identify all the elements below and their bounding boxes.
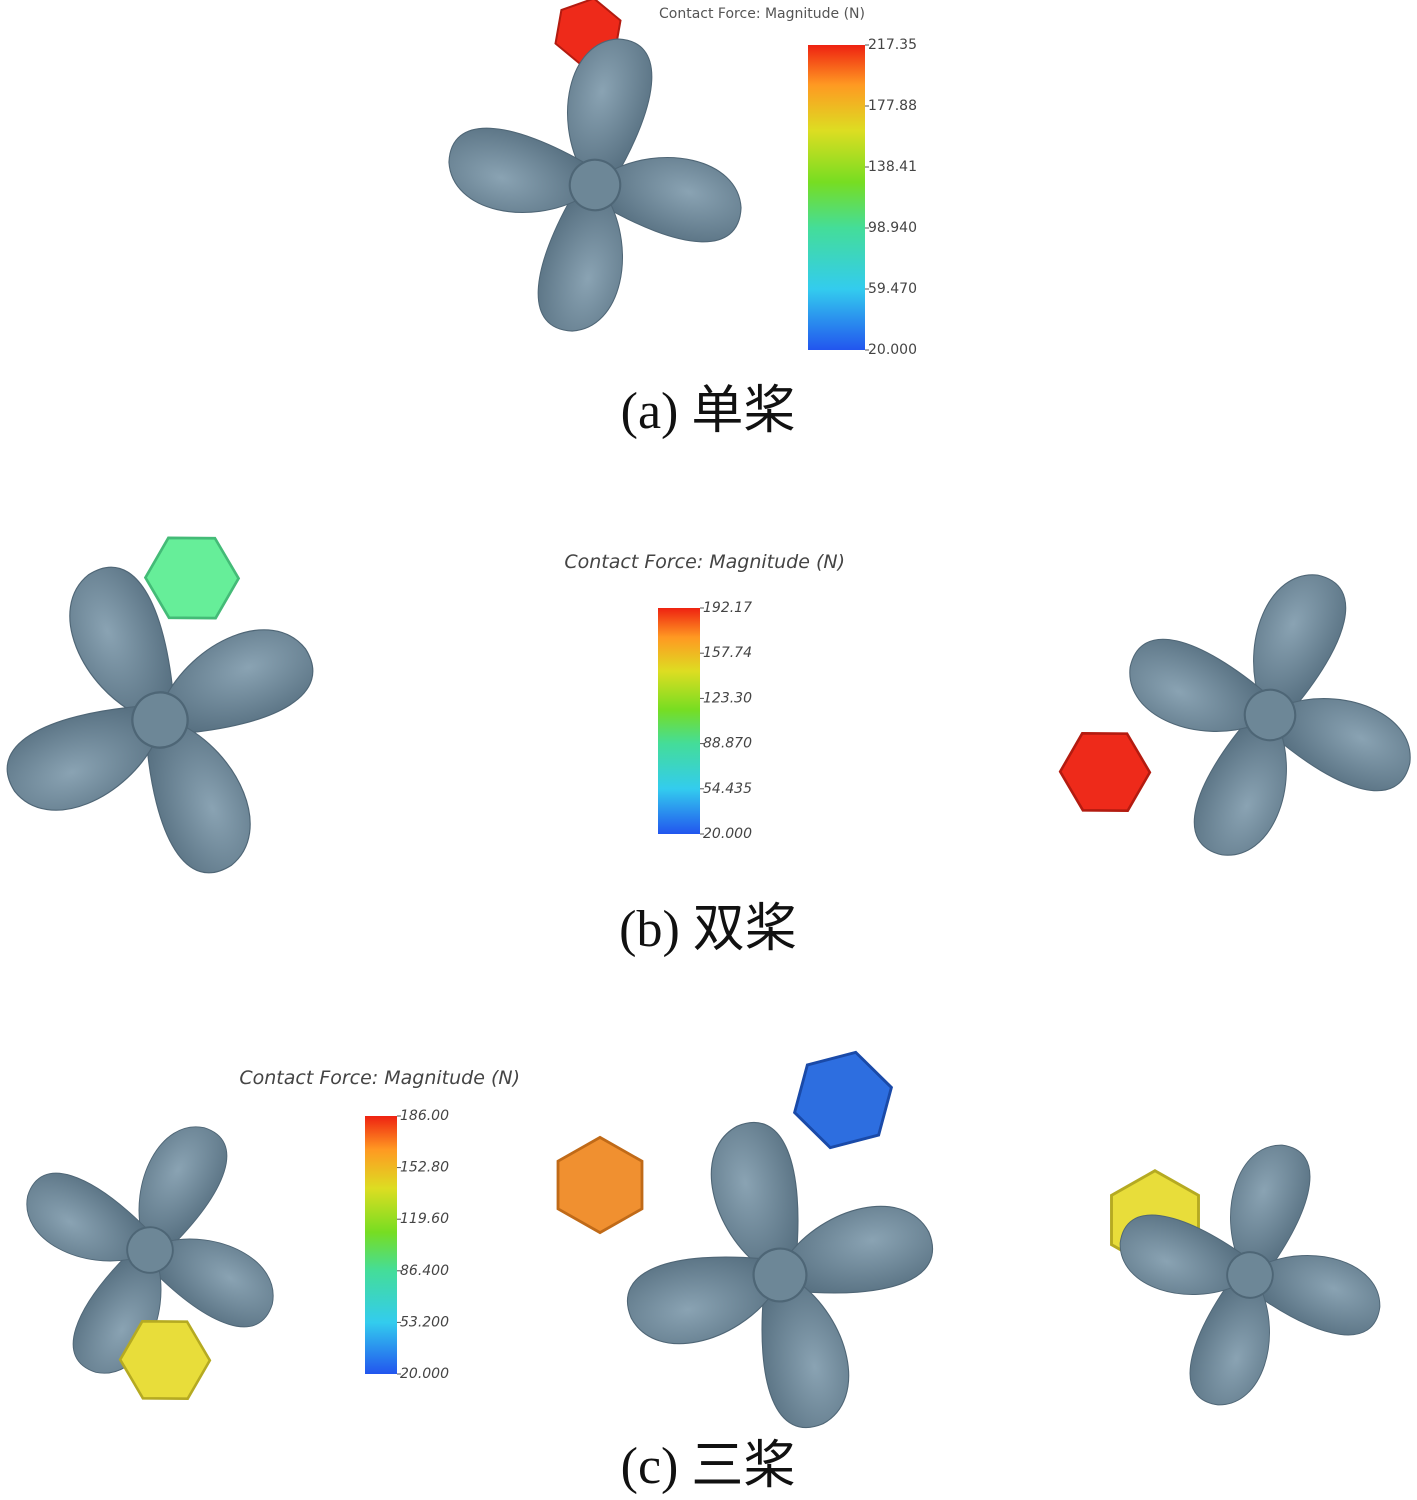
tick-label: 20.000 <box>703 826 752 842</box>
tick-label: 152.80 <box>400 1160 449 1176</box>
tick-label: 88.870 <box>703 736 752 752</box>
tick-label: 119.60 <box>400 1211 449 1227</box>
legend-title: Contact Force: Magnitude (N) <box>659 6 865 22</box>
tick-label: 192.17 <box>703 600 752 616</box>
tick-label: 138.41 <box>868 159 917 175</box>
caption: (a) 单桨 <box>621 383 796 440</box>
tick-label: 186.00 <box>400 1108 449 1124</box>
panel-a-scene <box>413 0 776 367</box>
tick-label: 59.470 <box>868 281 917 297</box>
tick-label: 177.88 <box>868 98 917 114</box>
caption: (c) 三桨 <box>621 1438 796 1495</box>
tick-label: 53.200 <box>400 1314 449 1330</box>
panel-b-scene <box>0 512 1417 928</box>
tick-label: 54.435 <box>703 781 752 797</box>
legend-title: Contact Force: Magnitude (N) <box>239 1067 520 1089</box>
caption: (b) 双桨 <box>619 901 797 958</box>
legend-title: Contact Force: Magnitude (N) <box>564 551 845 573</box>
colorbar <box>658 608 700 834</box>
tick-label: 20.000 <box>868 342 917 358</box>
colorbar <box>808 45 865 350</box>
tick-label: 86.400 <box>400 1263 449 1279</box>
tick-label: 157.74 <box>703 645 752 661</box>
tick-label: 217.35 <box>868 37 917 53</box>
panel-c-scene <box>0 1039 1417 1455</box>
tick-label: 20.000 <box>400 1366 449 1382</box>
tick-label: 98.940 <box>868 220 917 236</box>
tick-label: 123.30 <box>703 690 752 706</box>
colorbar <box>365 1116 397 1374</box>
